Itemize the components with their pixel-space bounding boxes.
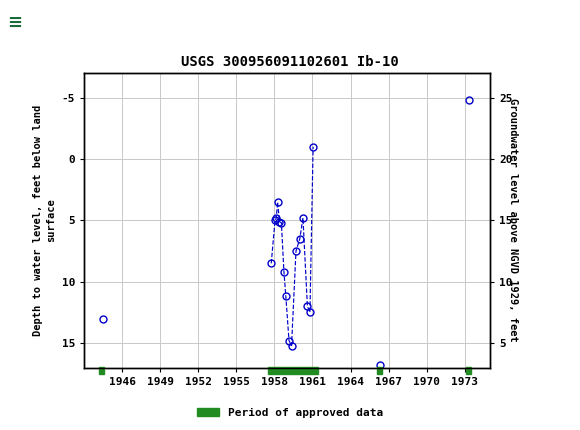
- Text: USGS: USGS: [58, 14, 98, 31]
- Bar: [268, 367, 317, 374]
- Bar: [466, 367, 471, 374]
- Y-axis label: Groundwater level above NGVD 1929, feet: Groundwater level above NGVD 1929, feet: [508, 98, 518, 342]
- Bar: [99, 367, 104, 374]
- Y-axis label: Depth to water level, feet below land
surface: Depth to water level, feet below land su…: [33, 105, 56, 336]
- Text: USGS 300956091102601 Ib-10: USGS 300956091102601 Ib-10: [181, 55, 399, 69]
- Legend: Period of approved data: Period of approved data: [193, 403, 387, 422]
- Text: ≡: ≡: [8, 14, 23, 31]
- Bar: [377, 367, 382, 374]
- FancyBboxPatch shape: [7, 6, 50, 40]
